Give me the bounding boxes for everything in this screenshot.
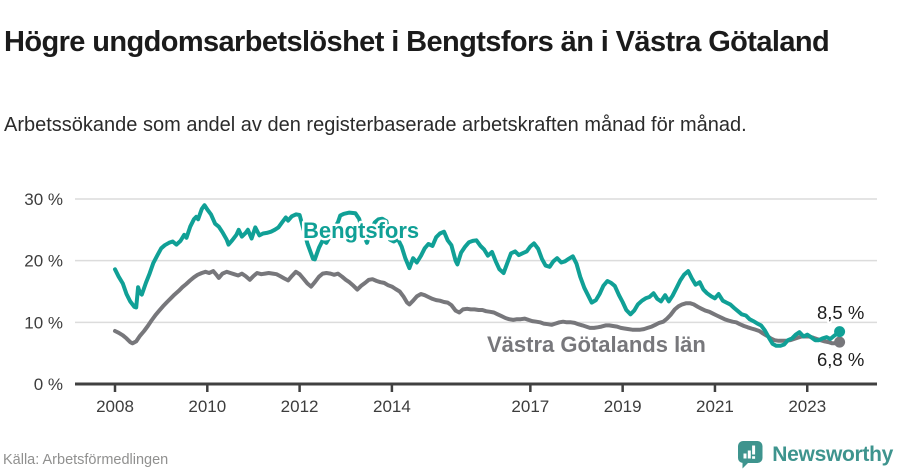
series-end-dot: [834, 326, 846, 338]
y-tick-label: 30 %: [24, 190, 63, 209]
x-axis: 2008 2010 2012 2014 2017 2019 2021 2023: [75, 382, 877, 416]
x-tick-label: 2017: [511, 397, 549, 416]
newsworthy-bar-chart-icon: [738, 441, 763, 469]
series-label-bengtsfors: Bengtsfors: [303, 218, 419, 243]
brand-name: Newsworthy: [772, 443, 893, 466]
chart-area: 0 % 10 % 20 % 30 % 2008 2010 2012 2014 2017 2019…: [0, 166, 900, 425]
gridlines: 0 % 10 % 20 % 30 %: [24, 190, 877, 394]
x-tick-label: 2012: [281, 397, 319, 416]
x-tick-label: 2008: [96, 397, 134, 416]
y-tick-label: 10 %: [24, 313, 63, 332]
y-tick-label: 20 %: [24, 252, 63, 271]
series-label-vastra-gotaland: Västra Götalands län: [487, 332, 706, 357]
series-line: [113, 269, 842, 346]
x-tick-label: 2019: [604, 397, 642, 416]
x-tick-label: 2014: [373, 397, 411, 416]
chart-subtitle: Arbetssökande som andel av den registerb…: [4, 114, 747, 136]
chart-svg: 0 % 10 % 20 % 30 % 2008 2010 2012 2014 2017 2019…: [24, 190, 877, 416]
end-value-vastra-gotaland: 6,8 %: [817, 349, 864, 370]
series-end-dot: [834, 336, 846, 348]
series-lines: [113, 203, 846, 348]
series-line: [113, 203, 842, 348]
newsworthy-logo: Newsworthy: [738, 441, 893, 469]
x-tick-label: 2010: [188, 397, 226, 416]
end-value-bengtsfors: 8,5 %: [817, 302, 864, 323]
source-note: Källa: Arbetsförmedlingen: [3, 452, 169, 468]
y-tick-label: 0 %: [34, 375, 63, 394]
x-tick-label: 2023: [788, 397, 826, 416]
x-tick-label: 2021: [696, 397, 734, 416]
page-title: Högre ungdomsarbetslöshet i Bengtsfors ä…: [4, 26, 830, 59]
